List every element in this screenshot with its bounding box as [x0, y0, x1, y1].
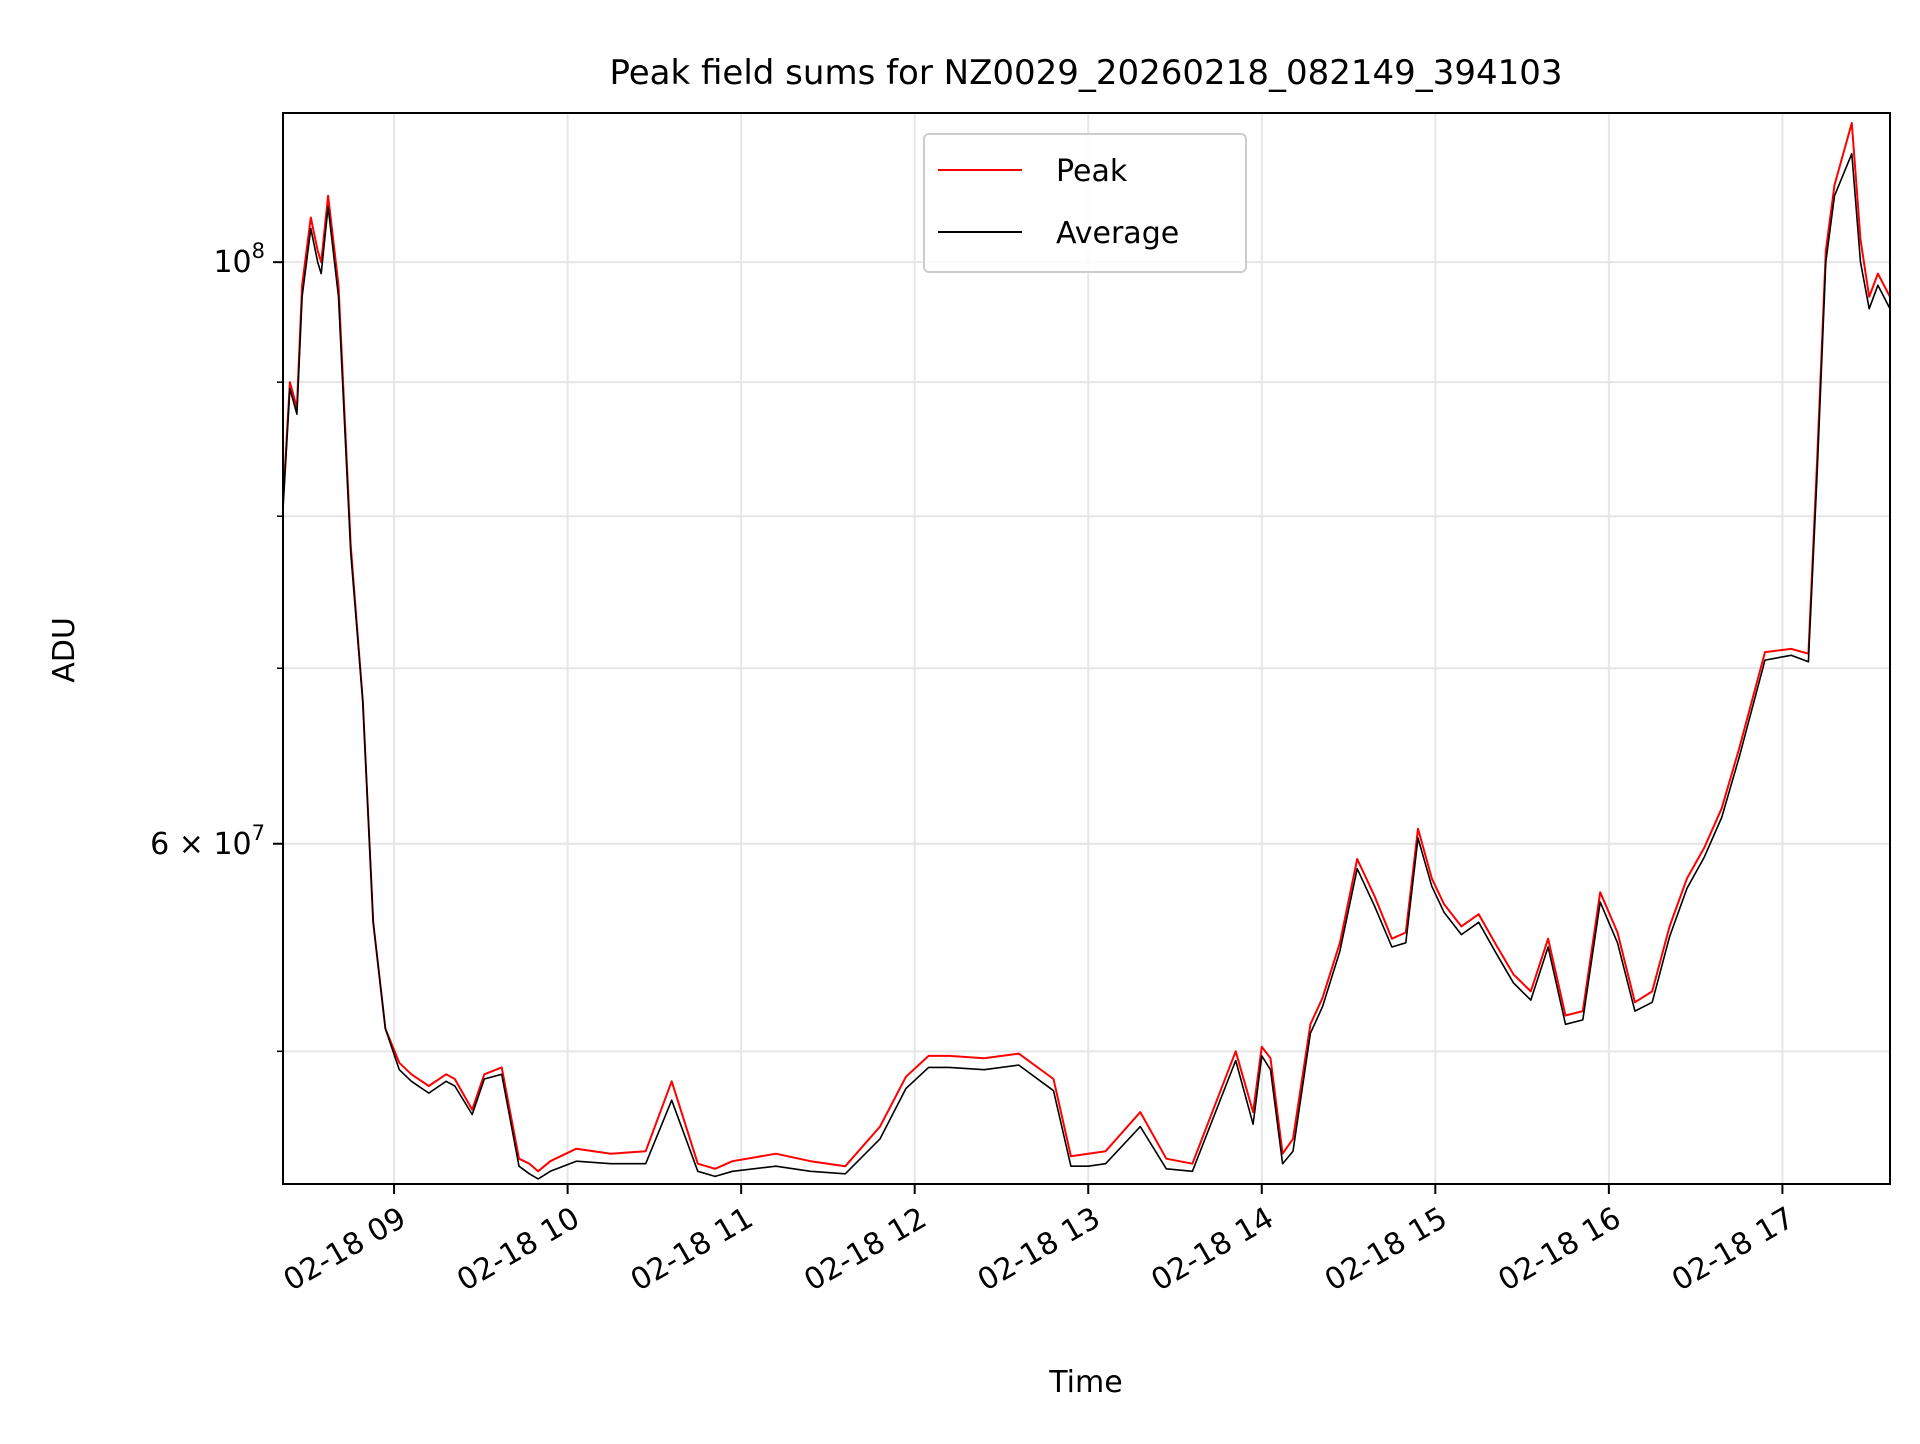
legend-average-label: Average: [1056, 216, 1179, 251]
series-line-peak: [283, 122, 1890, 1173]
y-tick-label: 108: [213, 239, 265, 280]
legend: Peak Average: [923, 133, 1247, 273]
legend-box: [923, 133, 1247, 273]
x-axis-label: Time: [1048, 1365, 1122, 1400]
series-line-average: [283, 152, 1890, 1180]
series-lines: [283, 122, 1890, 1180]
y-axis-ticks: 108 6 × 107: [150, 239, 283, 1053]
y-tick-label: 6 × 107: [150, 821, 265, 862]
chart-title: Peak field sums for NZ0029_20260218_0821…: [609, 53, 1562, 93]
y-axis-label: ADU: [47, 617, 82, 683]
legend-peak-label: Peak: [1056, 154, 1128, 189]
plot-frame: [282, 112, 1891, 1185]
